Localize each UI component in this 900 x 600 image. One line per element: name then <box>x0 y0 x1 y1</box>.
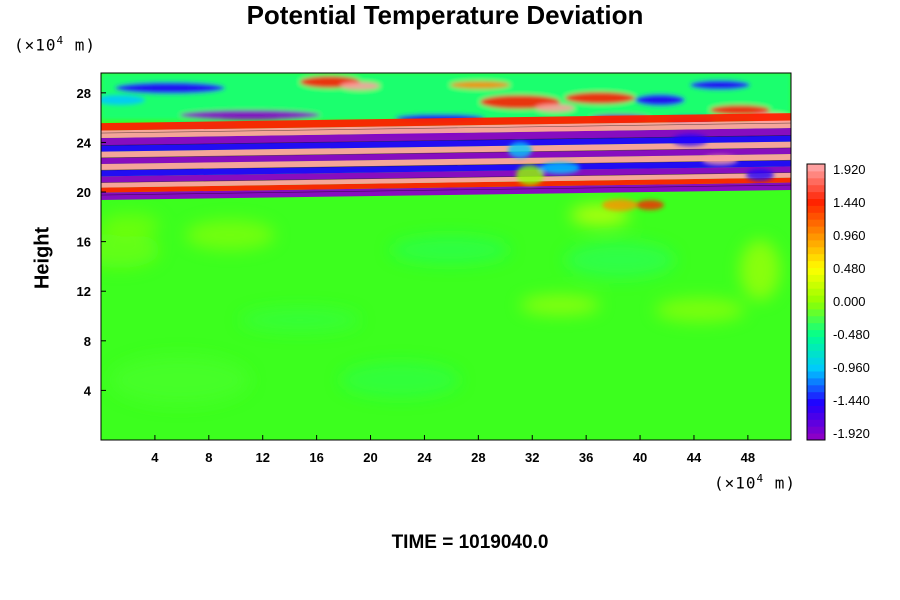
colorbar-segment <box>807 205 825 213</box>
colorbar-segment <box>807 288 825 296</box>
colorbar-segment <box>807 371 825 379</box>
colorbar-segment <box>807 308 825 317</box>
colorbar-tick-label: -1.920 <box>833 426 870 441</box>
x-tick-label: 16 <box>309 450 323 465</box>
colorbar-segment <box>807 281 825 289</box>
x-tick-label: 44 <box>687 450 702 465</box>
colorbar-tick-label: -0.960 <box>833 360 870 375</box>
colorbar-segment <box>807 364 825 372</box>
colorbar-segment <box>807 343 825 351</box>
x-tick-label: 28 <box>471 450 485 465</box>
colorbar-tick-label: 0.960 <box>833 228 866 243</box>
colorbar-segment <box>807 198 825 206</box>
colorbar-segment <box>807 391 825 400</box>
colorbar-segment <box>807 253 825 262</box>
colorbar-tick-label: -1.440 <box>833 393 870 408</box>
colorbar-segment <box>807 329 825 337</box>
colorbar-tick-label: 0.000 <box>833 294 866 309</box>
y-axis-ticks: 4 8 12 16 20 24 28 <box>77 86 106 398</box>
colorbar-segment <box>807 357 825 365</box>
colorbar-segment <box>807 177 825 186</box>
x-unit-suffix: m) <box>764 473 797 493</box>
x-unit-exponent: 4 <box>756 472 765 485</box>
y-tick-label: 28 <box>77 86 91 101</box>
x-tick-label: 24 <box>417 450 432 465</box>
colorbar-segment <box>807 433 825 441</box>
stratified-bands <box>101 113 791 200</box>
colorbar-segment <box>807 405 825 413</box>
x-tick-label: 4 <box>151 450 159 465</box>
colorbar-segment <box>807 322 825 331</box>
x-tick-label: 48 <box>741 450 755 465</box>
colorbar-segment <box>807 302 825 310</box>
colorbar-segment <box>807 398 825 406</box>
x-axis-unit-label: (×104 m) <box>714 472 796 492</box>
y-tick-label: 16 <box>77 235 91 250</box>
y-tick-label: 24 <box>77 135 92 150</box>
colorbar-segment <box>807 336 825 344</box>
colorbar-segment <box>807 419 825 427</box>
colorbar: 1.920 1.440 0.960 0.480 0.000 -0.480 -0.960 -1.… <box>806 162 870 441</box>
colorbar-segment <box>807 233 825 241</box>
colorbar-segment <box>807 350 825 358</box>
chart-title: Potential Temperature Deviation <box>246 0 644 30</box>
colorbar-segment <box>807 426 825 434</box>
colorbar-segment <box>807 274 825 282</box>
colorbar-segment <box>807 315 825 324</box>
colorbar-tick-label: 0.480 <box>833 261 866 276</box>
x-axis-ticks: 4 8 12 16 20 24 28 32 36 40 44 48 <box>151 435 755 465</box>
y-tick-label: 12 <box>77 284 91 299</box>
colorbar-segment <box>807 246 825 255</box>
colorbar-tick-label: 1.440 <box>833 195 866 210</box>
y-unit-suffix: m) <box>64 35 97 55</box>
x-tick-label: 36 <box>579 450 593 465</box>
x-tick-label: 40 <box>633 450 647 465</box>
colorbar-frame <box>806 163 826 441</box>
colorbar-segment <box>807 412 825 420</box>
colorbar-segment <box>807 384 825 393</box>
colorbar-segment <box>807 267 825 275</box>
colorbar-segment <box>807 260 825 268</box>
colorbar-segment <box>807 219 825 227</box>
band-disturbance <box>508 134 774 211</box>
colorbar-tick-label: 1.920 <box>833 162 866 177</box>
colorbar-segment <box>807 191 825 199</box>
colorbar-segment <box>807 226 825 234</box>
heatmap-plot-area <box>101 73 791 440</box>
colorbar-segment <box>807 170 825 179</box>
plot-frame <box>100 72 792 441</box>
colorbar-tick-label: -0.480 <box>833 327 870 342</box>
colorbar-segment <box>807 295 825 303</box>
y-unit-prefix: (×10 <box>14 35 57 55</box>
time-label: TIME = 1019040.0 <box>391 532 549 553</box>
x-unit-prefix: (×10 <box>714 473 757 493</box>
colorbar-segment <box>807 164 825 172</box>
y-tick-label: 8 <box>84 334 91 349</box>
colorbar-segment <box>807 184 825 193</box>
x-tick-label: 20 <box>363 450 377 465</box>
x-tick-label: 12 <box>255 450 269 465</box>
colorbar-segment <box>807 377 825 386</box>
y-unit-exponent: 4 <box>56 34 65 47</box>
x-tick-label: 32 <box>525 450 539 465</box>
colorbar-segment <box>807 239 825 248</box>
x-tick-label: 8 <box>205 450 212 465</box>
y-tick-label: 20 <box>77 185 91 200</box>
y-tick-label: 4 <box>84 383 92 398</box>
colorbar-segment <box>807 212 825 220</box>
lower-field-texture <box>101 205 780 405</box>
y-axis-unit-label: (×104 m) <box>14 34 96 54</box>
